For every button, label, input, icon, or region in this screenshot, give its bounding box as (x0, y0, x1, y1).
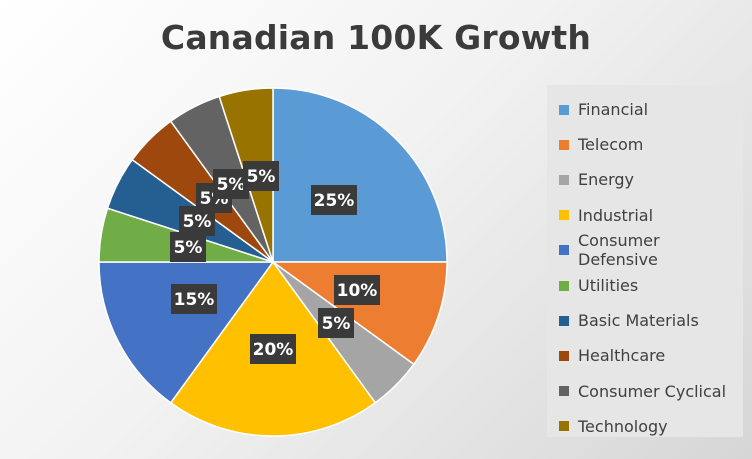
data-label-technology: 5% (243, 161, 279, 191)
legend-item-consumer-defensive: Consumer Defensive (547, 231, 743, 270)
legend-item-healthcare: Healthcare (547, 338, 743, 373)
data-label-box (318, 308, 354, 338)
data-label-box (243, 161, 279, 191)
data-label-utilities: 5% (170, 232, 206, 262)
legend-swatch (559, 280, 569, 291)
legend-label: Financial (578, 100, 649, 120)
legend-swatch (559, 210, 569, 221)
data-label-text: 5% (247, 167, 276, 187)
legend-swatch (559, 386, 569, 397)
legend-label: Consumer Defensive (578, 231, 660, 270)
legend-swatch (559, 104, 569, 115)
data-label-text: 5% (322, 314, 351, 334)
legend-label: Industrial (578, 205, 654, 225)
data-label-box (250, 334, 296, 364)
legend-swatch (559, 315, 569, 326)
data-label-box (311, 185, 357, 215)
pie-slice-telecom (270, 261, 448, 366)
data-label-text: 5% (217, 175, 246, 195)
legend-swatch (559, 245, 569, 256)
data-label-financial: 25% (311, 185, 357, 215)
legend-swatch (559, 421, 569, 432)
legend-item-basic-materials: Basic Materials (547, 303, 743, 338)
legend-swatch (559, 174, 569, 185)
data-label-consumer-defensive: 15% (171, 284, 217, 314)
legend-item-utilities: Utilities (547, 268, 743, 303)
legend-item-industrial: Industrial (547, 198, 743, 233)
legend-item-telecom: Telecom (547, 127, 743, 162)
chart-title: Canadian 100K Growth (160, 18, 592, 57)
data-label-text: 5% (183, 212, 212, 232)
legend-item-energy: Energy (547, 162, 743, 197)
legend-item-consumer-cyclical: Consumer Cyclical (547, 374, 743, 409)
data-label-text: 10% (337, 281, 378, 301)
pie-slice-financial (272, 87, 448, 263)
legend-label: Basic Materials (578, 311, 699, 331)
legend-label: Energy (578, 170, 635, 190)
data-label-box (171, 284, 217, 314)
data-label-industrial: 20% (250, 334, 296, 364)
data-label-text: 5% (174, 238, 203, 258)
pie-slices (98, 87, 448, 437)
legend-label: Telecom (578, 135, 644, 155)
data-label-text: 15% (174, 290, 215, 310)
legend-label: Healthcare (578, 346, 666, 366)
data-label-box (334, 275, 380, 305)
data-label-energy: 5% (318, 308, 354, 338)
data-label-box (170, 232, 206, 262)
data-label-text: 20% (253, 340, 294, 360)
legend-label: Utilities (578, 276, 639, 296)
legend-label: Technology (578, 416, 668, 436)
legend-item-technology: Technology (547, 409, 743, 444)
pie-data-labels: 25%10%5%20%15%5%5%5%5%5% (170, 161, 380, 364)
data-label-text: 25% (314, 191, 355, 211)
pie-slice-consumer-defensive (98, 261, 275, 404)
legend-swatch (559, 350, 569, 361)
legend: Financial Telecom Energy Industrial Consumer… (547, 85, 743, 437)
data-label-telecom: 10% (334, 275, 380, 305)
legend-item-financial: Financial (547, 92, 743, 127)
legend-label: Consumer Cyclical (578, 381, 727, 401)
legend-swatch (559, 139, 569, 150)
